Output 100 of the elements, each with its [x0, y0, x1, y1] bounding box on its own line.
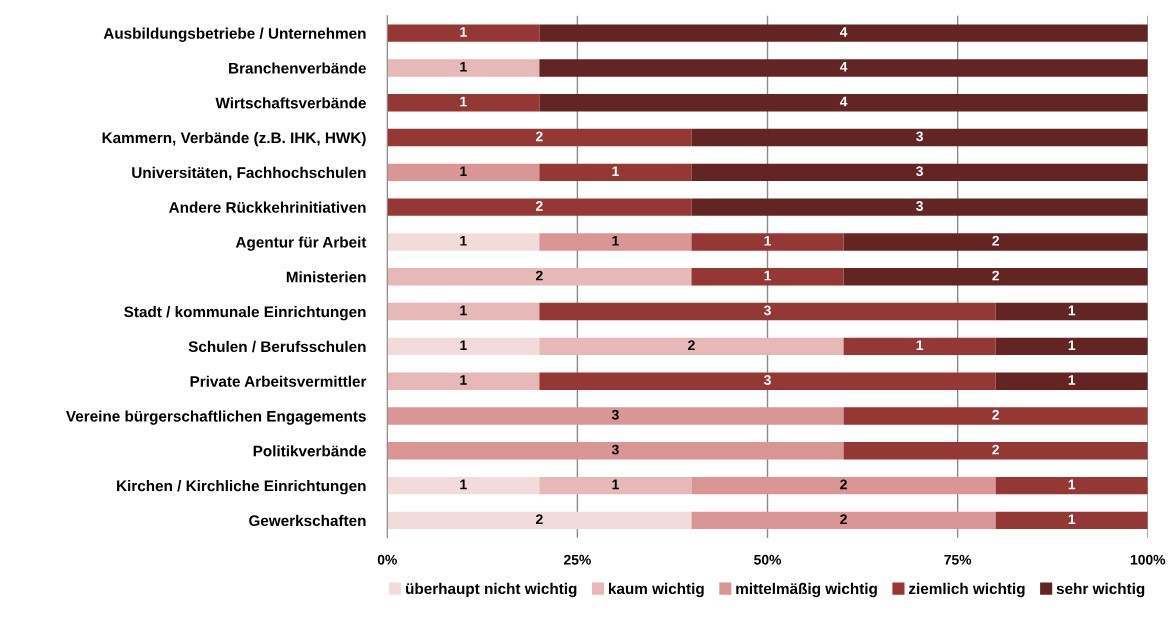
bar: [539, 24, 1148, 42]
bar: [387, 59, 540, 77]
y-tick-label: Politikverbände: [253, 445, 366, 457]
legend-label: mittelmäßig wichtig: [736, 582, 877, 598]
annotation: 2: [535, 131, 543, 142]
bar: [387, 442, 844, 460]
bar: [995, 476, 1148, 495]
bar: [995, 372, 1148, 390]
annotation: 3: [916, 166, 923, 177]
bar: [387, 94, 540, 112]
bar: [843, 337, 996, 356]
x-tick-label: 25%: [563, 554, 591, 565]
bar: [843, 442, 1148, 460]
bar: [387, 128, 692, 147]
bar: [539, 476, 692, 495]
annotation: 4: [839, 96, 848, 107]
annotation: 3: [611, 409, 619, 420]
bar: [387, 163, 540, 182]
y-tick-label: Kirchen / Kirchliche Einrichtungen: [117, 480, 366, 495]
annotation: 1: [460, 340, 467, 350]
y-tick-label: Ministerien: [286, 271, 366, 283]
bar: [691, 476, 996, 495]
annotation: 1: [460, 305, 467, 316]
annotation: 2: [688, 340, 695, 350]
annotation: 1: [460, 479, 467, 490]
bar: [387, 372, 540, 390]
bar: [539, 372, 996, 390]
annotation: 1: [764, 270, 771, 281]
y-tick-label: Universitäten, Fachhochschulen: [132, 166, 366, 181]
annotation: 4: [839, 27, 848, 37]
bar: [387, 233, 540, 251]
annotation: 1: [612, 166, 619, 176]
bar: [387, 407, 844, 425]
bar: [691, 198, 1148, 216]
annotation: 1: [460, 166, 467, 176]
bar: [539, 302, 996, 321]
bar: [539, 94, 1148, 112]
annotation: 1: [460, 27, 467, 37]
annotation: 2: [535, 270, 543, 281]
bar: [995, 511, 1148, 530]
x-tick-label: 100%: [1130, 554, 1166, 565]
bar: [539, 233, 692, 251]
annotation: 1: [1068, 514, 1076, 524]
annotation: 1: [612, 235, 619, 246]
annotation: 3: [916, 201, 923, 211]
annotation: 1: [1068, 375, 1076, 385]
annotation: 2: [840, 514, 847, 524]
annotation: 1: [764, 235, 771, 246]
annotation: 1: [460, 375, 467, 385]
annotation: 2: [535, 201, 543, 211]
y-tick-label: Schulen / Berufsschulen: [188, 340, 366, 353]
x-tick-label: 50%: [754, 554, 782, 565]
annotation: 2: [535, 514, 543, 524]
bar: [539, 59, 1148, 77]
y-tick-label: Stadt / kommunale Einrichtungen: [124, 306, 366, 321]
y-tick-label: Private Arbeitsvermittler: [190, 375, 367, 387]
annotation: 1: [612, 479, 619, 490]
legend-label: überhaupt nicht wichtig: [406, 582, 577, 598]
bar: [539, 163, 692, 182]
bar: [387, 268, 692, 286]
x-tick-label: 0%: [377, 554, 397, 565]
bar: [691, 128, 1148, 147]
annotation: 1: [1068, 479, 1076, 490]
bar: [387, 337, 540, 356]
bar: [995, 337, 1148, 356]
legend-label: kaum wichtig: [608, 582, 704, 598]
bar: [387, 511, 692, 530]
y-tick-label: Andere Rückkehrinitiativen: [169, 201, 366, 213]
bar: [387, 24, 540, 42]
bar: [691, 511, 996, 530]
bar: [387, 198, 692, 216]
y-tick-label: Ausbildungsbetriebe / Unternehmen: [103, 27, 366, 42]
bar: [843, 268, 1148, 286]
annotation: 2: [992, 235, 999, 246]
annotation: 2: [840, 479, 847, 490]
bar: [843, 407, 1148, 425]
legend-label: sehr wichtig: [1056, 582, 1145, 598]
annotation: 2: [992, 444, 999, 455]
annotation: 1: [1068, 305, 1076, 316]
annotation: 1: [460, 96, 467, 107]
annotation: 3: [611, 444, 619, 455]
annotation: 2: [992, 409, 999, 420]
y-tick-label: Gewerkschaften: [249, 514, 366, 527]
bar: [539, 337, 844, 356]
annotation: 3: [916, 131, 923, 142]
annotation: 3: [763, 375, 771, 385]
annotation: 1: [460, 61, 467, 72]
annotation: 4: [839, 61, 848, 72]
bar: [691, 268, 844, 286]
annotation: 2: [992, 270, 999, 281]
x-tick-label: 75%: [944, 554, 972, 565]
bar: [843, 233, 1148, 251]
y-tick-label: Agentur für Arbeit: [235, 236, 367, 251]
bar: [691, 163, 1148, 182]
annotation: 3: [763, 305, 771, 316]
y-tick-label: Vereine bürgerschaftlichen Engagements: [66, 410, 366, 425]
bar: [995, 302, 1148, 321]
annotation: 1: [916, 340, 924, 350]
bar: [387, 476, 540, 495]
y-tick-label: Wirtschaftsverbände: [215, 97, 366, 109]
